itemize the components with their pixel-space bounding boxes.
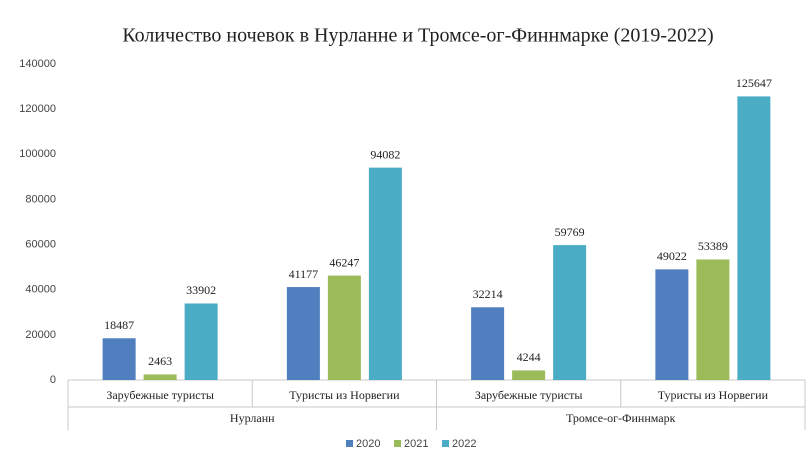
legend-swatch — [346, 440, 353, 447]
data-label: 4244 — [517, 350, 541, 364]
data-label: 41177 — [289, 267, 319, 281]
bar — [184, 303, 218, 380]
data-label: 53389 — [698, 239, 728, 253]
data-label: 2463 — [148, 354, 172, 368]
data-label: 33902 — [186, 283, 216, 297]
legend-swatch — [394, 440, 401, 447]
y-tick-label: 60000 — [25, 238, 56, 250]
data-label: 49022 — [657, 249, 687, 263]
bar — [655, 269, 689, 380]
y-tick-label: 40000 — [25, 284, 56, 296]
legend-label: 2022 — [452, 438, 476, 450]
bar — [471, 307, 505, 380]
legend-label: 2020 — [356, 438, 380, 450]
bar — [327, 275, 361, 380]
y-tick-label: 100000 — [19, 148, 56, 160]
bar — [368, 167, 402, 380]
bar — [737, 96, 771, 380]
data-label: 46247 — [329, 255, 359, 269]
y-tick-label: 20000 — [25, 329, 56, 341]
group-label: Нурланн — [230, 411, 275, 425]
data-label: 32214 — [473, 287, 503, 301]
legend-swatch — [442, 440, 449, 447]
y-tick-label: 140000 — [19, 58, 56, 70]
data-label: 94082 — [370, 147, 400, 161]
chart-title: Количество ночевок в Нурланне и Тромсе-о… — [122, 25, 713, 47]
data-label: 125647 — [736, 76, 772, 90]
group-label: Тромсе-ог-Финнмарк — [566, 411, 676, 425]
x-tick-label: Зарубежные туристы — [106, 388, 214, 402]
x-tick-label: Зарубежные туристы — [475, 388, 583, 402]
y-tick-label: 0 — [50, 374, 56, 386]
bar — [286, 287, 320, 380]
y-tick-label: 120000 — [19, 103, 56, 115]
bar — [512, 370, 546, 380]
x-tick-label: Туристы из Норвегии — [658, 388, 769, 402]
legend-label: 2021 — [404, 438, 428, 450]
x-tick-label: Туристы из Норвегии — [289, 388, 400, 402]
bar — [696, 259, 730, 380]
data-label: 18487 — [104, 318, 134, 332]
bar — [102, 338, 136, 380]
y-tick-label: 80000 — [25, 193, 56, 205]
bar — [143, 374, 177, 380]
bar — [553, 245, 587, 380]
data-label: 59769 — [555, 225, 585, 239]
